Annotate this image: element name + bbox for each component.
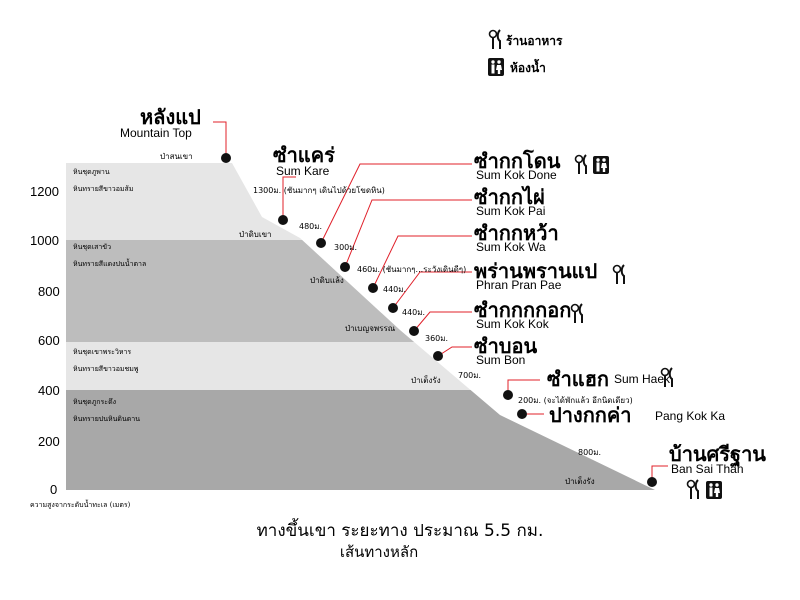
leader-lines: [213, 121, 668, 482]
station-names: หลังแป Mountain Top ซำแคร่ Sum Kare ซำกก…: [120, 105, 766, 476]
segment-label: 440ม.: [402, 308, 425, 317]
toilet-icon: [488, 58, 504, 76]
trail-dots: [221, 153, 657, 487]
zone-soil: หินทรายสีขาวอมชมพู: [73, 365, 139, 373]
station-name-th: ซำแฮก: [547, 367, 609, 391]
station-dot[interactable]: [409, 326, 419, 336]
segment-label: 800ม.: [578, 448, 601, 457]
zone-band-1: [66, 163, 655, 240]
station-name-en: Sum Kok Pai: [476, 204, 545, 218]
y-axis-label: ความสูงจากระดับน้ำทะเล (เมตร): [30, 498, 131, 509]
zone-rock: หินชุดเขาพระวิหาร: [73, 348, 131, 356]
station-name-th: ซำกกไผ่: [474, 185, 545, 209]
fork-knife-icon: [570, 303, 583, 323]
station-name-en: Sum Bon: [476, 353, 525, 367]
fork-knife-icon: [612, 264, 625, 284]
zone-soil: หินทรายสีขาวอมส้ม: [73, 185, 133, 193]
station-dot[interactable]: [368, 283, 378, 293]
forest-label: ป่าเต็งรัง: [411, 375, 441, 385]
station-name-th: หลังแป: [140, 105, 201, 129]
segment-label: 440ม.: [383, 285, 406, 294]
station-name-en: Pang Kok Ka: [655, 409, 725, 423]
y-tick: 200: [38, 434, 60, 449]
zone-rock: หินชุดเสาขัว: [73, 243, 111, 251]
station-dot[interactable]: [517, 409, 527, 419]
station-dot[interactable]: [278, 215, 288, 225]
zone-labels: หินชุดภูพาน หินทรายสีขาวอมส้ม หินชุดเสาข…: [73, 168, 146, 423]
station-dot[interactable]: [221, 153, 231, 163]
station-name-en: Phran Pran Pae: [476, 278, 562, 292]
forest-label: ป่าเบญจพรรณ: [345, 324, 396, 333]
forest-labels: ป่าสนเขา ป่าดิบเขา ป่าดิบแล้ง ป่าเบญจพรร…: [160, 152, 595, 486]
y-axis: 1200 1000 800 600 400 200 0: [30, 184, 60, 497]
station-dot[interactable]: [340, 262, 350, 272]
y-tick: 1000: [30, 233, 59, 248]
fork-knife-icon: [660, 367, 673, 387]
footer-subtitle: เส้นทางหลัก: [340, 543, 418, 561]
toilet-icon: [593, 156, 609, 174]
fork-knife-icon: [488, 29, 501, 49]
footer-title: ทางขึ้นเขา ระยะทาง ประมาณ 5.5 กม.: [257, 518, 544, 541]
y-tick: 0: [50, 482, 57, 497]
segment-label: 460ม. (ชันมากๆ...ระวังเดินดีๆ): [357, 265, 466, 274]
fork-knife-icon: [574, 154, 587, 174]
station-name-th: บ้านศรีฐาน: [669, 442, 766, 468]
forest-label: ป่าสนเขา: [160, 152, 193, 161]
station-name-th: ซำกกหว้า: [474, 221, 559, 245]
zone-soil: หินทรายสีแดงปนน้ำตาล: [73, 257, 146, 268]
station-name-th: ปางกกค่า: [549, 403, 632, 427]
forest-label: ป่าเต็งรัง: [565, 476, 595, 486]
segment-label: 200ม. (จะได้พักแล้ว อีกนิดเดียว): [518, 396, 633, 405]
station-name-en: Sum Haek: [614, 372, 671, 386]
segment-label: 480ม.: [299, 222, 322, 231]
forest-label: ป่าดิบแล้ง: [310, 276, 344, 285]
y-tick: 400: [38, 383, 60, 398]
zone-rock: หินชุดภูพาน: [73, 168, 110, 176]
segment-label: 1300ม. (ชันมากๆ เดินไปด้วยโขดหิน): [253, 185, 385, 195]
station-name-en: Sum Kok Kok: [476, 317, 550, 331]
segment-label: 700ม.: [458, 371, 481, 380]
station-name-en: Sum Kare: [276, 164, 330, 178]
fork-knife-icon: [686, 479, 699, 499]
y-tick: 600: [38, 333, 60, 348]
zone-soil: หินทรายปนหินดินดาน: [73, 415, 140, 423]
station-dot[interactable]: [388, 303, 398, 313]
zone-rock: หินชุดภูกระดึง: [73, 397, 116, 406]
station-name-en: Sum Kok Wa: [476, 240, 546, 254]
station-name-en: Mountain Top: [120, 126, 192, 140]
station-name-th: พร่านพรานแป: [474, 259, 597, 283]
station-name-en: Sum Kok Done: [476, 168, 557, 182]
station-name-th: ซำแคร่: [273, 143, 335, 167]
station-name-en: Ban Sai Than: [671, 462, 744, 476]
toilet-icon: [706, 481, 722, 499]
station-dot[interactable]: [647, 477, 657, 487]
segment-labels: 1300ม. (ชันมากๆ เดินไปด้วยโขดหิน) 480ม. …: [253, 185, 633, 457]
station-dot[interactable]: [316, 238, 326, 248]
y-tick: 1200: [30, 184, 59, 199]
station-name-th: ซำบอน: [474, 334, 538, 358]
station-dot[interactable]: [503, 390, 513, 400]
legend: ร้านอาหาร ห้องน้ำ: [488, 29, 563, 76]
station-name-th: ซำกกโดน: [474, 149, 561, 173]
segment-label: 360ม.: [425, 334, 448, 343]
forest-label: ป่าดิบเขา: [239, 230, 272, 239]
station-name-th: ซำกกกกอก: [474, 298, 571, 322]
segment-label: 300ม.: [334, 243, 357, 252]
station-dot[interactable]: [433, 351, 443, 361]
legend-label: ห้องน้ำ: [510, 58, 546, 75]
legend-label: ร้านอาหาร: [506, 34, 563, 48]
y-tick: 800: [38, 284, 60, 299]
station-facilities: [570, 154, 722, 499]
